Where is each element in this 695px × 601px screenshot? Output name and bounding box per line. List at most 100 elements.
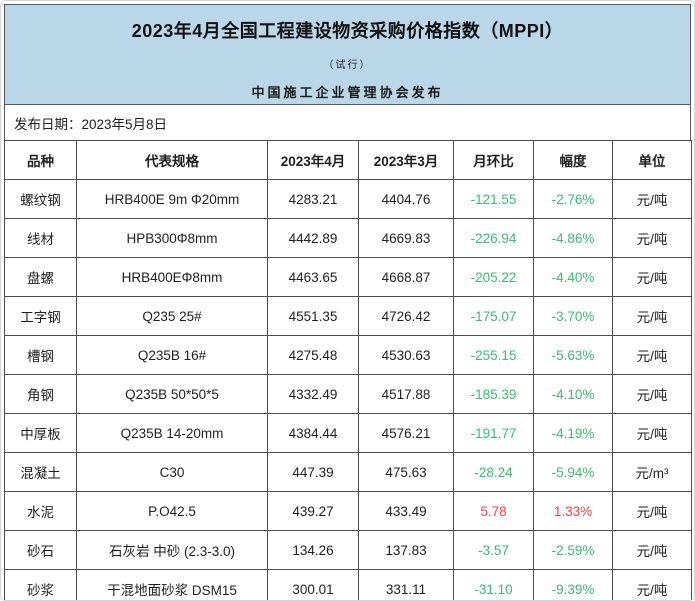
cell-mom: -3.57 [453,530,534,570]
cell-mom: -205.22 [453,257,534,297]
table-row: 砂石 石灰岩 中砂 (2.3-3.0) 134.26 137.83 -3.57 -2.59… [4,530,692,570]
cell-unit: 元/吨 [612,257,692,297]
cell-apr: 447.39 [267,452,359,492]
cell-pct: -5.63% [533,335,613,375]
cell-spec: 石灰岩 中砂 (2.3-3.0) [76,530,268,570]
cell-mom: -226.94 [453,218,534,258]
cell-apr: 4332.49 [267,374,359,414]
table-row: 线材 HPB300Φ8mm 4442.89 4669.83 -226.94 -4.86% 元… [4,218,692,258]
cell-apr: 439.27 [267,491,359,531]
cell-variety: 中厚板 [4,413,77,453]
cell-apr: 4283.21 [267,179,359,219]
cell-pct: -5.94% [533,452,613,492]
cell-spec: P.O42.5 [76,491,268,531]
mppi-price-table: 品种 代表规格 2023年4月 2023年3月 月环比 幅度 单位 螺纹钢 HRB400E 9… [4,140,692,600]
cell-apr: 4384.44 [267,413,359,453]
cell-variety: 槽钢 [4,335,77,375]
cell-pct: -4.19% [533,413,613,453]
cell-mar: 4517.88 [358,374,454,414]
cell-mom: -191.77 [453,413,534,453]
cell-spec: Q235B 50*50*5 [76,374,268,414]
table-row: 工字钢 Q235 25# 4551.35 4726.42 -175.07 -3.70% 元/… [4,296,692,336]
cell-spec: Q235B 14-20mm [76,413,268,453]
cell-pct: -3.70% [533,296,613,336]
column-header-3: 2023年3月 [358,140,454,180]
cell-mom: -255.15 [453,335,534,375]
cell-mar: 433.49 [358,491,454,531]
table-header-row: 品种 代表规格 2023年4月 2023年3月 月环比 幅度 单位 [4,140,692,180]
cell-variety: 混凝土 [4,452,77,492]
release-date-bar: 发布日期：2023年5月8日 [4,105,691,140]
cell-unit: 元/吨 [612,530,692,570]
page-subtitle: （试行） [323,60,372,71]
cell-unit: 元/吨 [612,335,692,375]
cell-spec: HPB300Φ8mm [76,218,268,258]
table-row: 槽钢 Q235B 16# 4275.48 4530.63 -255.15 -5.63% 元/… [4,335,692,375]
cell-mom: -121.55 [453,179,534,219]
table-row: 砂浆 干混地面砂浆 DSM15 300.01 331.11 -31.10 -9.39% 元/… [4,569,692,600]
column-header-2: 2023年4月 [267,140,359,180]
cell-pct: -4.86% [533,218,613,258]
column-header-5: 幅度 [533,140,613,180]
cell-unit: 元/吨 [612,374,692,414]
table-row: 中厚板 Q235B 14-20mm 4384.44 4576.21 -191.77 -4.… [4,413,692,453]
table-body: 螺纹钢 HRB400E 9m Φ20mm 4283.21 4404.76 -121.55… [4,179,692,600]
cell-variety: 水泥 [4,491,77,531]
cell-variety: 砂石 [4,530,77,570]
cell-mom: 5.78 [453,491,534,531]
cell-spec: 干混地面砂浆 DSM15 [76,569,268,600]
cell-unit: 元/吨 [612,491,692,531]
cell-variety: 螺纹钢 [4,179,77,219]
cell-apr: 134.26 [267,530,359,570]
cell-variety: 工字钢 [4,296,77,336]
cell-pct: -2.76% [533,179,613,219]
release-date-text: 发布日期：2023年5月8日 [14,116,168,132]
cell-mom: -28.24 [453,452,534,492]
cell-unit: 元/吨 [612,218,692,258]
cell-unit: 元/m³ [612,452,692,492]
cell-mar: 4669.83 [358,218,454,258]
publisher-line: 中国施工企业管理协会发布 [251,86,444,101]
cell-spec: Q235 25# [76,296,268,336]
cell-mar: 4726.42 [358,296,454,336]
cell-mar: 137.83 [358,530,454,570]
cell-pct: -4.40% [533,257,613,297]
cell-spec: HRB400EΦ8mm [76,257,268,297]
cell-apr: 4551.35 [267,296,359,336]
cell-variety: 线材 [4,218,77,258]
cell-mom: -185.39 [453,374,534,414]
cell-unit: 元/吨 [612,413,692,453]
cell-mar: 4668.87 [358,257,454,297]
page-title: 2023年4月全国工程建设物资采购价格指数（MPPI） [131,21,564,41]
cell-mar: 4576.21 [358,413,454,453]
cell-pct: 1.33% [533,491,613,531]
table-row: 螺纹钢 HRB400E 9m Φ20mm 4283.21 4404.76 -121.55… [4,179,692,219]
cell-unit: 元/吨 [612,179,692,219]
cell-apr: 4463.65 [267,257,359,297]
cell-apr: 4275.48 [267,335,359,375]
cell-unit: 元/吨 [612,296,692,336]
cell-pct: -2.59% [533,530,613,570]
column-header-0: 品种 [4,140,77,180]
cell-mar: 4530.63 [358,335,454,375]
column-header-1: 代表规格 [76,140,268,180]
table-row: 盘螺 HRB400EΦ8mm 4463.65 4668.87 -205.22 -4.40%… [4,257,692,297]
table-row: 混凝土 C30 447.39 475.63 -28.24 -5.94% 元/m³ [4,452,692,492]
cell-mom: -31.10 [453,569,534,600]
cell-apr: 300.01 [267,569,359,600]
title-banner: 2023年4月全国工程建设物资采购价格指数（MPPI） （试行） 中国施工企业管… [4,4,691,105]
cell-apr: 4442.89 [267,218,359,258]
cell-variety: 角钢 [4,374,77,414]
cell-variety: 砂浆 [4,569,77,600]
cell-variety: 盘螺 [4,257,77,297]
cell-pct: -4.10% [533,374,613,414]
cell-mar: 4404.76 [358,179,454,219]
cell-spec: HRB400E 9m Φ20mm [76,179,268,219]
cell-spec: Q235B 16# [76,335,268,375]
table-row: 水泥 P.O42.5 439.27 433.49 5.78 1.33% 元/吨 [4,491,692,531]
cell-mom: -175.07 [453,296,534,336]
cell-mar: 331.11 [358,569,454,600]
cell-spec: C30 [76,452,268,492]
table-row: 角钢 Q235B 50*50*5 4332.49 4517.88 -185.39 -4.1… [4,374,692,414]
